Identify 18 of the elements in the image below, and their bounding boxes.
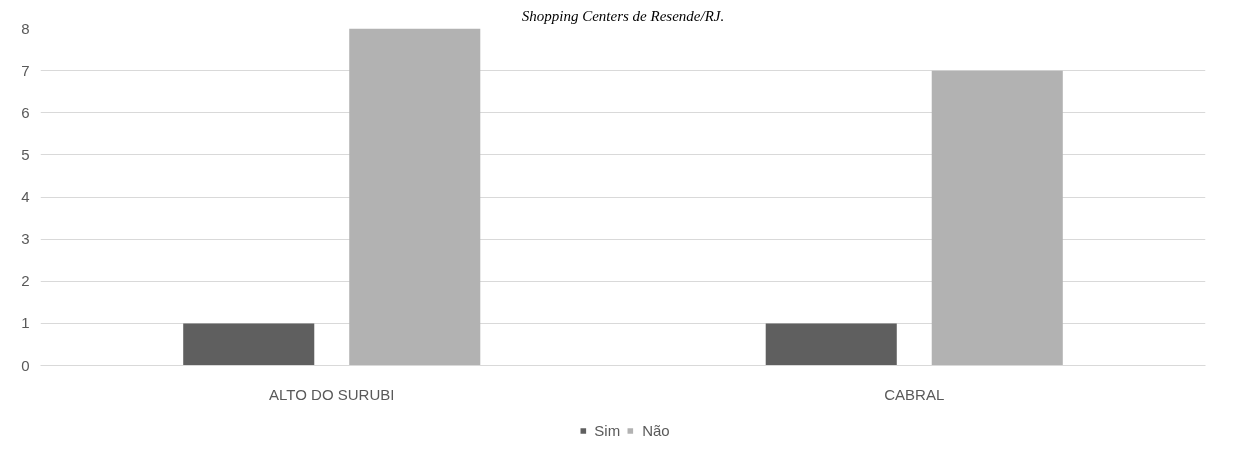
bar <box>349 28 481 366</box>
y-tick-label: 8 <box>21 19 30 37</box>
y-tick-label: 5 <box>21 145 30 163</box>
x-tick-label: ALTO DO SURUBI <box>269 385 395 403</box>
y-tick-label: 2 <box>21 272 30 290</box>
y-tick-label: 6 <box>21 103 30 121</box>
y-tick-label: 4 <box>21 188 30 205</box>
chart-title: Shopping Centers de Resende/RJ. <box>521 7 725 24</box>
legend-label: Sim <box>594 421 621 439</box>
y-tick-label: 7 <box>21 61 30 79</box>
y-tick-label: 0 <box>21 356 30 374</box>
bar <box>183 323 315 366</box>
x-tick-label: CABRAL <box>884 385 945 403</box>
y-tick-label: 1 <box>21 314 30 332</box>
legend-label: Não <box>642 421 670 439</box>
bar <box>765 323 897 366</box>
y-tick-label: 3 <box>21 230 30 248</box>
bar <box>931 70 1063 366</box>
